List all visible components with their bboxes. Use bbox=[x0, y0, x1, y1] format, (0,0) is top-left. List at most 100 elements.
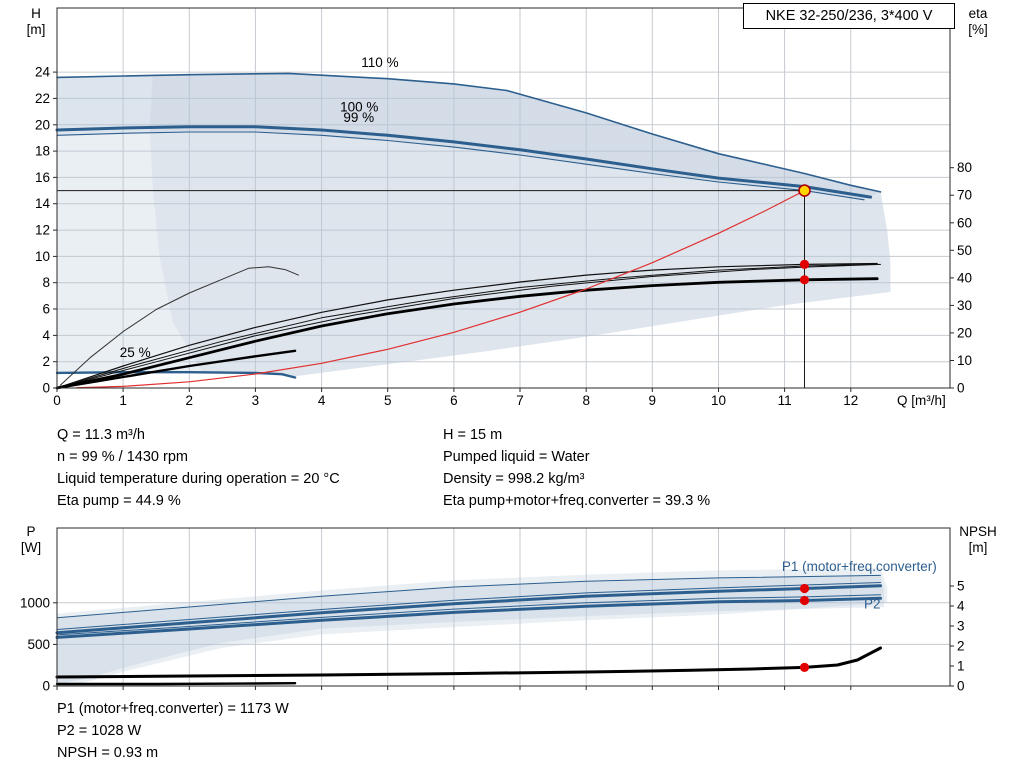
svg-text:80: 80 bbox=[957, 160, 972, 175]
svg-text:20: 20 bbox=[957, 325, 972, 340]
svg-text:4: 4 bbox=[957, 599, 965, 614]
svg-text:12: 12 bbox=[843, 393, 858, 408]
series-eta-pump-110 bbox=[56, 263, 881, 389]
series-p2-100 bbox=[56, 594, 881, 636]
svg-text:0: 0 bbox=[42, 679, 50, 694]
result-npsh: NPSH = 0.93 m bbox=[57, 745, 159, 761]
svg-text:[m]: [m] bbox=[27, 22, 46, 37]
svg-text:14: 14 bbox=[35, 196, 51, 211]
duty-results-right-column: H = 15 m Pumped liquid = Water Density =… bbox=[443, 424, 710, 512]
curve-annotation: P1 (motor+freq.converter) bbox=[782, 559, 937, 574]
svg-text:0: 0 bbox=[957, 381, 965, 396]
svg-text:3: 3 bbox=[252, 393, 260, 408]
svg-text:H: H bbox=[31, 6, 41, 21]
svg-text:11: 11 bbox=[778, 393, 792, 408]
svg-text:1: 1 bbox=[957, 659, 965, 674]
svg-text:eta: eta bbox=[969, 6, 988, 21]
result-p1: P1 (motor+freq.converter) = 1173 W bbox=[57, 701, 289, 717]
svg-text:2: 2 bbox=[186, 393, 194, 408]
result-eta-pump: Eta pump = 44.9 % bbox=[57, 493, 181, 509]
series-eta-pump-99 bbox=[56, 262, 878, 389]
svg-text:8: 8 bbox=[42, 275, 50, 290]
svg-text:9: 9 bbox=[649, 393, 657, 408]
series-eta-total-low-speed bbox=[55, 349, 297, 390]
axis-titles: P[W] NPSH[m] bbox=[21, 524, 997, 555]
series-p1-100 bbox=[56, 582, 881, 630]
svg-text:P: P bbox=[26, 524, 35, 539]
svg-text:3: 3 bbox=[957, 619, 965, 634]
svg-text:16: 16 bbox=[35, 170, 50, 185]
axis-titles: H[m] eta[%] Q [m³/h] bbox=[27, 6, 988, 408]
series-npsh-low-speed bbox=[55, 682, 297, 686]
series-h-25 bbox=[55, 371, 297, 379]
power-npsh-chart: 0 500 1000 0 1 2 3 4 5 P[W] NPSH[m] P1 (motor+freq.… bbox=[20, 524, 997, 694]
svg-text:8: 8 bbox=[582, 393, 590, 408]
svg-text:[%]: [%] bbox=[968, 22, 988, 37]
svg-text:2: 2 bbox=[957, 639, 965, 654]
region-speed-band-99-110 bbox=[57, 73, 881, 200]
axis-tick-labels: 0 500 1000 0 1 2 3 4 5 bbox=[20, 579, 965, 694]
svg-text:20: 20 bbox=[35, 117, 50, 132]
plot-frame bbox=[56, 7, 951, 389]
svg-text:10: 10 bbox=[957, 353, 972, 368]
series-eta-pump-100 bbox=[56, 263, 878, 389]
svg-text:Q [m³/h]: Q [m³/h] bbox=[897, 393, 946, 408]
duty-marker-red bbox=[799, 595, 810, 606]
series-eta-total bbox=[55, 277, 879, 390]
svg-text:500: 500 bbox=[27, 637, 50, 652]
power-results-column: P1 (motor+freq.converter) = 1173 W P2 = … bbox=[57, 698, 289, 764]
duty-marker-red bbox=[799, 259, 810, 269]
svg-text:7: 7 bbox=[516, 393, 524, 408]
svg-text:60: 60 bbox=[957, 215, 972, 230]
svg-text:50: 50 bbox=[957, 243, 972, 258]
series-p1 bbox=[55, 584, 882, 635]
svg-text:40: 40 bbox=[957, 270, 972, 285]
result-flow: Q = 11.3 m³/h bbox=[57, 427, 145, 443]
result-speed: n = 99 % / 1430 rpm bbox=[57, 449, 188, 465]
result-density: Density = 998.2 kg/m³ bbox=[443, 471, 585, 487]
curve-title-box: NKE 32-250/236, 3*400 V bbox=[743, 3, 955, 29]
svg-text:12: 12 bbox=[35, 223, 50, 238]
result-head: H = 15 m bbox=[443, 427, 503, 443]
svg-text:[W]: [W] bbox=[21, 540, 41, 555]
svg-text:2: 2 bbox=[42, 354, 50, 369]
series-npsh bbox=[55, 646, 882, 679]
svg-text:70: 70 bbox=[957, 188, 972, 203]
svg-text:1000: 1000 bbox=[20, 595, 50, 610]
duty-results-left-column: Q = 11.3 m³/h n = 99 % / 1430 rpm Liquid… bbox=[57, 424, 340, 512]
series-h-110 bbox=[56, 72, 882, 193]
svg-text:NPSH: NPSH bbox=[959, 524, 997, 539]
svg-text:6: 6 bbox=[450, 393, 458, 408]
curve-annotation: 100 % bbox=[340, 100, 378, 115]
axis-ticks bbox=[53, 71, 954, 392]
duty-marker-red bbox=[799, 662, 810, 672]
duty-marker-red bbox=[799, 583, 810, 594]
series-h-99 bbox=[56, 131, 865, 201]
svg-text:30: 30 bbox=[957, 298, 972, 313]
plot-frame bbox=[56, 527, 951, 687]
region-power-band-outer bbox=[57, 567, 888, 686]
series-p1-110-envelope bbox=[56, 574, 881, 619]
svg-text:1: 1 bbox=[119, 393, 127, 408]
svg-text:5: 5 bbox=[957, 579, 965, 594]
svg-text:4: 4 bbox=[318, 393, 326, 408]
result-liquid-temperature: Liquid temperature during operation = 20… bbox=[57, 471, 340, 487]
svg-text:10: 10 bbox=[35, 249, 50, 264]
svg-text:24: 24 bbox=[35, 65, 51, 80]
svg-text:5: 5 bbox=[384, 393, 392, 408]
svg-text:[m]: [m] bbox=[969, 540, 988, 555]
result-eta-total: Eta pump+motor+freq.converter = 39.3 % bbox=[443, 493, 711, 509]
svg-text:10: 10 bbox=[711, 393, 726, 408]
svg-text:0: 0 bbox=[53, 393, 61, 408]
curve-annotation: 99 % bbox=[343, 110, 374, 125]
svg-text:0: 0 bbox=[957, 679, 965, 694]
series-control-curve bbox=[76, 190, 806, 389]
gridlines bbox=[57, 8, 950, 388]
region-operating-envelope-inner bbox=[149, 73, 891, 377]
svg-text:0: 0 bbox=[42, 381, 50, 396]
duty-marker-red bbox=[799, 275, 810, 285]
region-operating-envelope-outer bbox=[57, 73, 891, 377]
series-eta-pump-low-speed bbox=[59, 266, 299, 386]
pump-type-label: NKE 32-250/236, 3*400 V bbox=[765, 8, 933, 24]
